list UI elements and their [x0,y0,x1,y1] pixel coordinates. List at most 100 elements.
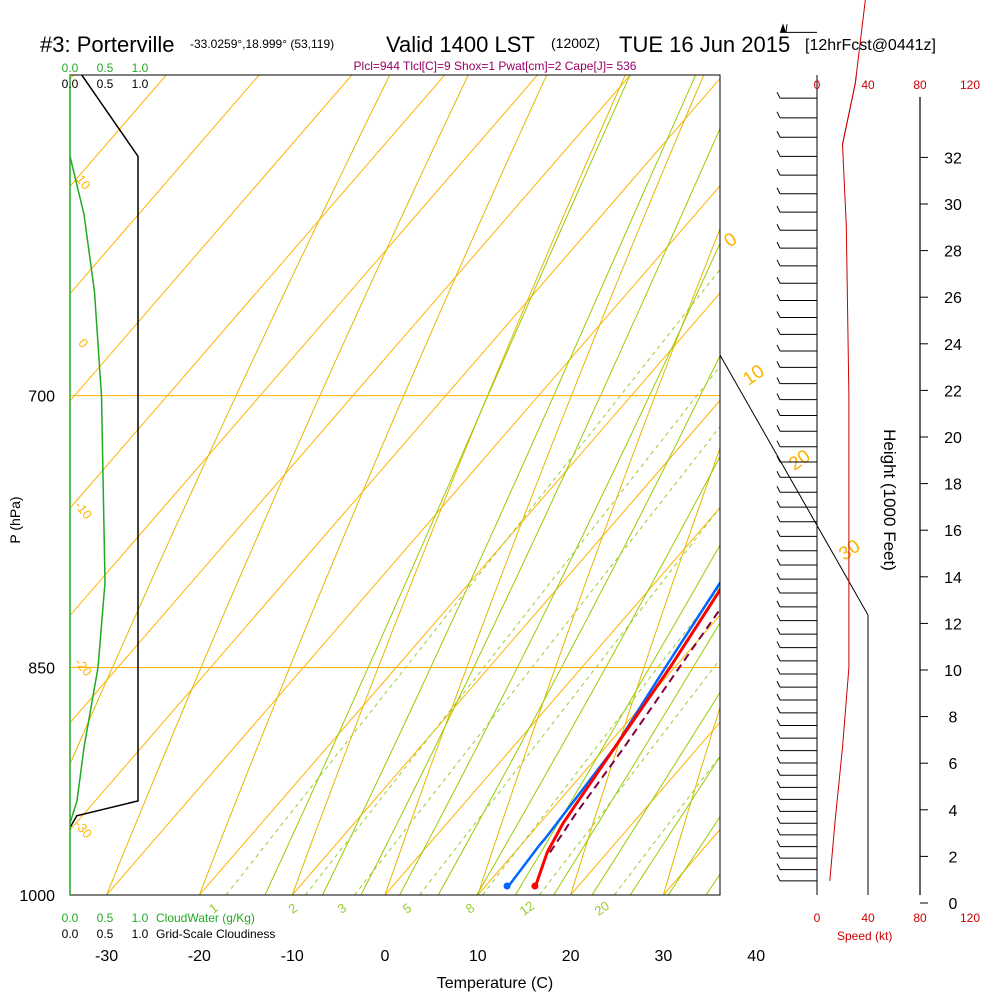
wind-barb [776,874,817,882]
barb-feather [776,530,781,537]
wind-barb [776,409,817,417]
barb-flag [780,23,786,33]
cloud-water-top-tick: 0.0 [62,61,79,75]
isotherm-line [384,506,720,895]
dry-adiabat-line [70,75,391,766]
barb-feather [776,440,781,447]
wind-barb [776,224,817,231]
mixing-ratio-label: 8 [463,900,478,916]
barb-feather [776,614,781,621]
wind-barb [776,719,817,727]
speed-tick-top: 120 [960,78,980,92]
isotherm-line [70,75,539,617]
barb-feather [776,805,781,812]
barb-feather [776,572,781,580]
barb-feather [776,311,781,318]
barb-feather [776,627,781,635]
sounding-profiles [503,580,720,890]
cloud-profiles [70,75,139,828]
wind-barb [776,277,817,284]
isotherm-label: 0 [75,336,91,351]
pressure-tick-label: 1000 [19,888,55,905]
barb-feather [776,515,781,523]
wind-barb [776,259,817,267]
wind-barb [776,440,817,448]
temperature-tick-label: -30 [95,948,118,965]
barb-feather [776,816,781,824]
dry-adiabat-line [570,446,720,895]
cloud-water-tick: 0.0 [62,911,79,925]
dry-adiabat-label: 10 [739,361,768,390]
mixing-ratio-line [482,586,720,895]
isotherm-line [291,399,720,895]
wind-barb [776,187,817,195]
surface-temp-marker [531,882,539,890]
valid-z: (1200Z) [551,35,600,51]
isotherm-line [70,77,720,831]
station-title: #3: Porterville [40,32,175,57]
wind-barb [776,377,817,385]
barb-feather [776,756,781,764]
moist-adiabat-line [399,242,720,895]
isotherm-line [477,614,720,895]
wind-barb [776,693,817,701]
isotherm-line [199,292,720,895]
barb-feather [776,205,781,213]
moist-adiabat-line [514,544,720,895]
wind-barb [776,241,817,249]
barb-feather [776,781,781,788]
dewpoint-trace [506,580,720,889]
barb-feather [776,130,781,138]
wind-barb [776,530,817,537]
barb-feather [776,500,781,508]
barb-feather [776,586,781,594]
moist-adiabat-line [553,621,720,895]
isotherm-line [849,0,1000,895]
wind-barb [776,863,817,871]
isotherm-lines [70,0,1000,895]
wind-barb [776,486,817,493]
barb-feather [776,693,781,701]
barb-feather [776,409,781,416]
wind-barb [776,840,817,848]
dry-adiabat-line [198,75,548,895]
cloudiness-tick: 0.0 [62,927,79,941]
isobar-lines [70,395,720,896]
barb-feather [776,641,781,648]
height-tick-label: 32 [944,150,962,167]
dry-adiabat-line [477,227,720,895]
speed-tick-top: 80 [913,78,927,92]
moist-adiabat-line [321,75,697,895]
wind-barb [776,680,817,688]
barb-feather [776,241,781,249]
speed-tick-bottom: 80 [913,911,927,925]
barb-feather [776,168,781,176]
moist-adiabat-line [476,455,720,895]
height-tick-label: 10 [944,663,962,680]
speed-tick-top: 40 [861,78,875,92]
isotherm-line [570,721,720,895]
pressure-axis-label: P (hPa) [7,496,23,543]
isotherm-label: -30 [72,817,96,841]
mixing-ratio-line [539,658,720,895]
surface-dewpoint-marker [503,882,511,890]
moist-adiabat-line [591,691,720,895]
barb-feather [776,328,781,335]
temperature-axis: -30 -20 -10 0 10 20 30 40 [95,948,765,965]
pressure-axis: 2503004005007008501000 [19,389,55,905]
wind-barb [776,205,817,213]
temperature-axis-label: Temperature (C) [437,975,553,992]
wind-barb [776,731,817,739]
height-tick-label: 22 [944,383,962,400]
wind-barb [776,393,817,401]
wind-barb [776,586,817,594]
speed-tick-top: 0 [814,78,821,92]
isotherm-line [70,75,631,724]
wind-barb [776,515,817,523]
dry-adiabat-label: 0 [720,229,741,252]
height-axis-label: Height (1000 Feet) [880,429,899,571]
isotherm-line [106,185,720,895]
temperature-tick-label: 0 [381,948,390,965]
